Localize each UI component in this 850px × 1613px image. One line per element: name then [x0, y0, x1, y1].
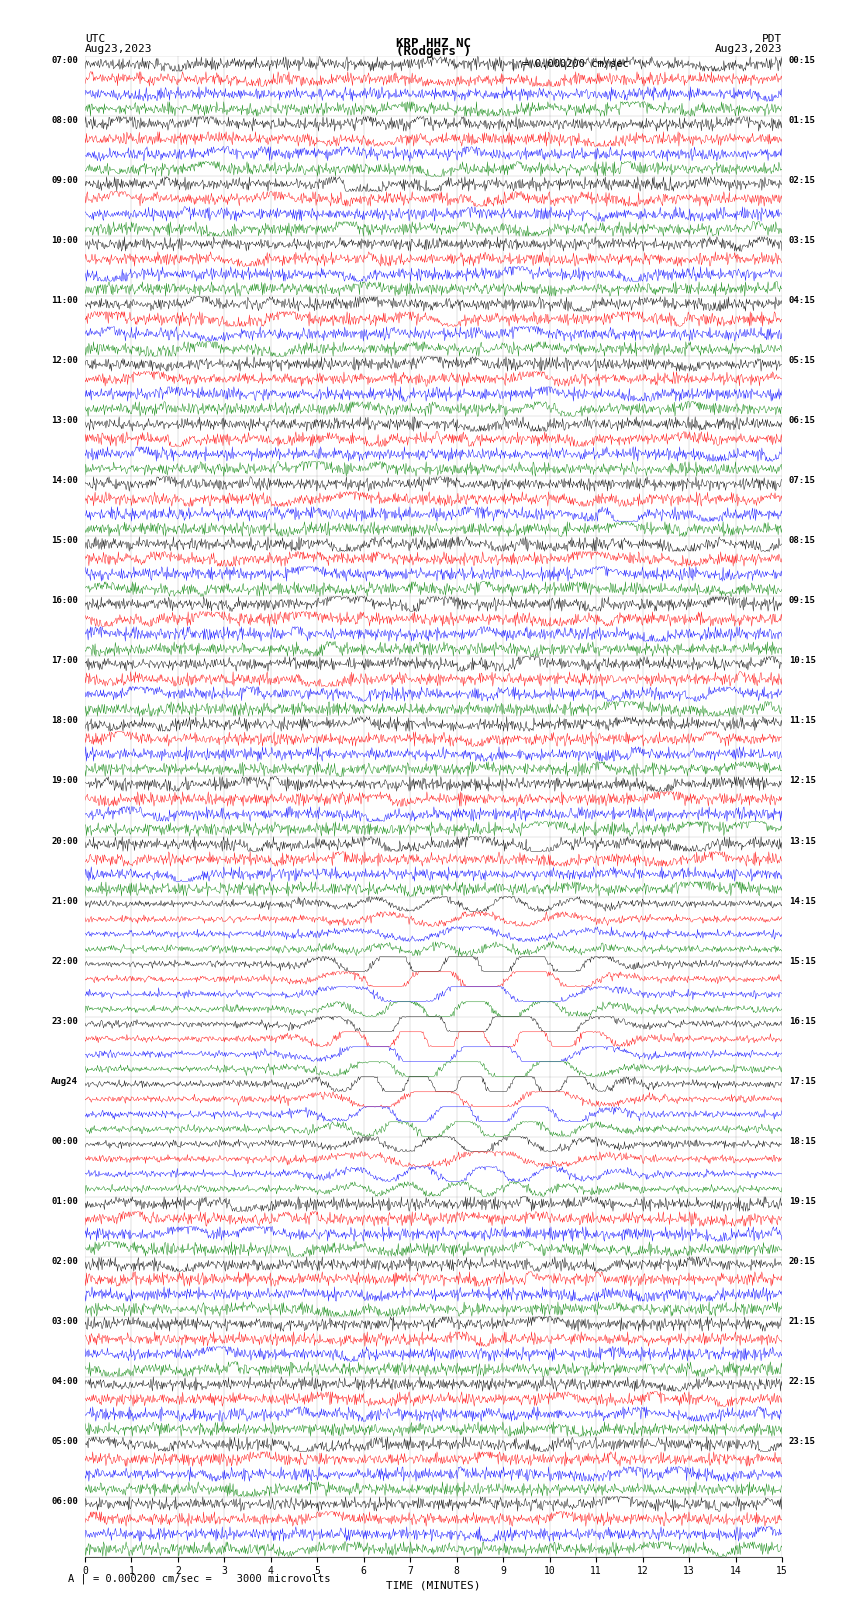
Text: 07:00: 07:00: [51, 56, 78, 66]
Text: 04:00: 04:00: [51, 1376, 78, 1386]
Text: 07:15: 07:15: [789, 476, 816, 486]
Text: 00:00: 00:00: [51, 1137, 78, 1145]
Text: 09:15: 09:15: [789, 597, 816, 605]
Text: PDT: PDT: [762, 34, 782, 44]
Text: 18:15: 18:15: [789, 1137, 816, 1145]
Text: 17:15: 17:15: [789, 1076, 816, 1086]
Text: (Rodgers ): (Rodgers ): [396, 45, 471, 58]
Text: 03:00: 03:00: [51, 1316, 78, 1326]
Text: 05:15: 05:15: [789, 356, 816, 366]
Text: 09:00: 09:00: [51, 176, 78, 185]
Text: 02:15: 02:15: [789, 176, 816, 185]
Text: 16:15: 16:15: [789, 1016, 816, 1026]
Text: 11:00: 11:00: [51, 297, 78, 305]
Text: Aug24: Aug24: [51, 1076, 78, 1086]
Text: UTC: UTC: [85, 34, 105, 44]
Text: 23:00: 23:00: [51, 1016, 78, 1026]
Text: 20:15: 20:15: [789, 1257, 816, 1266]
Text: 14:15: 14:15: [789, 897, 816, 905]
Text: 15:00: 15:00: [51, 537, 78, 545]
Text: 10:00: 10:00: [51, 237, 78, 245]
Text: 08:00: 08:00: [51, 116, 78, 126]
Text: 14:00: 14:00: [51, 476, 78, 486]
Text: A | = 0.000200 cm/sec =    3000 microvolts: A | = 0.000200 cm/sec = 3000 microvolts: [68, 1573, 331, 1584]
Text: 20:00: 20:00: [51, 837, 78, 845]
Text: 23:15: 23:15: [789, 1437, 816, 1445]
Text: 06:00: 06:00: [51, 1497, 78, 1505]
Text: 21:15: 21:15: [789, 1316, 816, 1326]
Text: Aug23,2023: Aug23,2023: [715, 44, 782, 53]
Text: 11:15: 11:15: [789, 716, 816, 726]
Text: 17:00: 17:00: [51, 656, 78, 666]
Text: 13:00: 13:00: [51, 416, 78, 426]
Text: 10:15: 10:15: [789, 656, 816, 666]
Text: 05:00: 05:00: [51, 1437, 78, 1445]
Text: 13:15: 13:15: [789, 837, 816, 845]
Text: 19:15: 19:15: [789, 1197, 816, 1205]
Text: 18:00: 18:00: [51, 716, 78, 726]
Text: 03:15: 03:15: [789, 237, 816, 245]
Text: 01:00: 01:00: [51, 1197, 78, 1205]
X-axis label: TIME (MINUTES): TIME (MINUTES): [386, 1581, 481, 1590]
Text: 22:15: 22:15: [789, 1376, 816, 1386]
Text: 15:15: 15:15: [789, 957, 816, 966]
Text: Aug23,2023: Aug23,2023: [85, 44, 152, 53]
Text: 04:15: 04:15: [789, 297, 816, 305]
Text: | = 0.000200 cm/sec: | = 0.000200 cm/sec: [510, 58, 629, 69]
Text: 08:15: 08:15: [789, 537, 816, 545]
Text: KRP HHZ NC: KRP HHZ NC: [396, 37, 471, 50]
Text: 22:00: 22:00: [51, 957, 78, 966]
Text: 19:00: 19:00: [51, 776, 78, 786]
Text: 21:00: 21:00: [51, 897, 78, 905]
Text: 16:00: 16:00: [51, 597, 78, 605]
Text: 00:15: 00:15: [789, 56, 816, 66]
Text: 12:00: 12:00: [51, 356, 78, 366]
Text: 01:15: 01:15: [789, 116, 816, 126]
Text: 06:15: 06:15: [789, 416, 816, 426]
Text: 02:00: 02:00: [51, 1257, 78, 1266]
Text: 12:15: 12:15: [789, 776, 816, 786]
